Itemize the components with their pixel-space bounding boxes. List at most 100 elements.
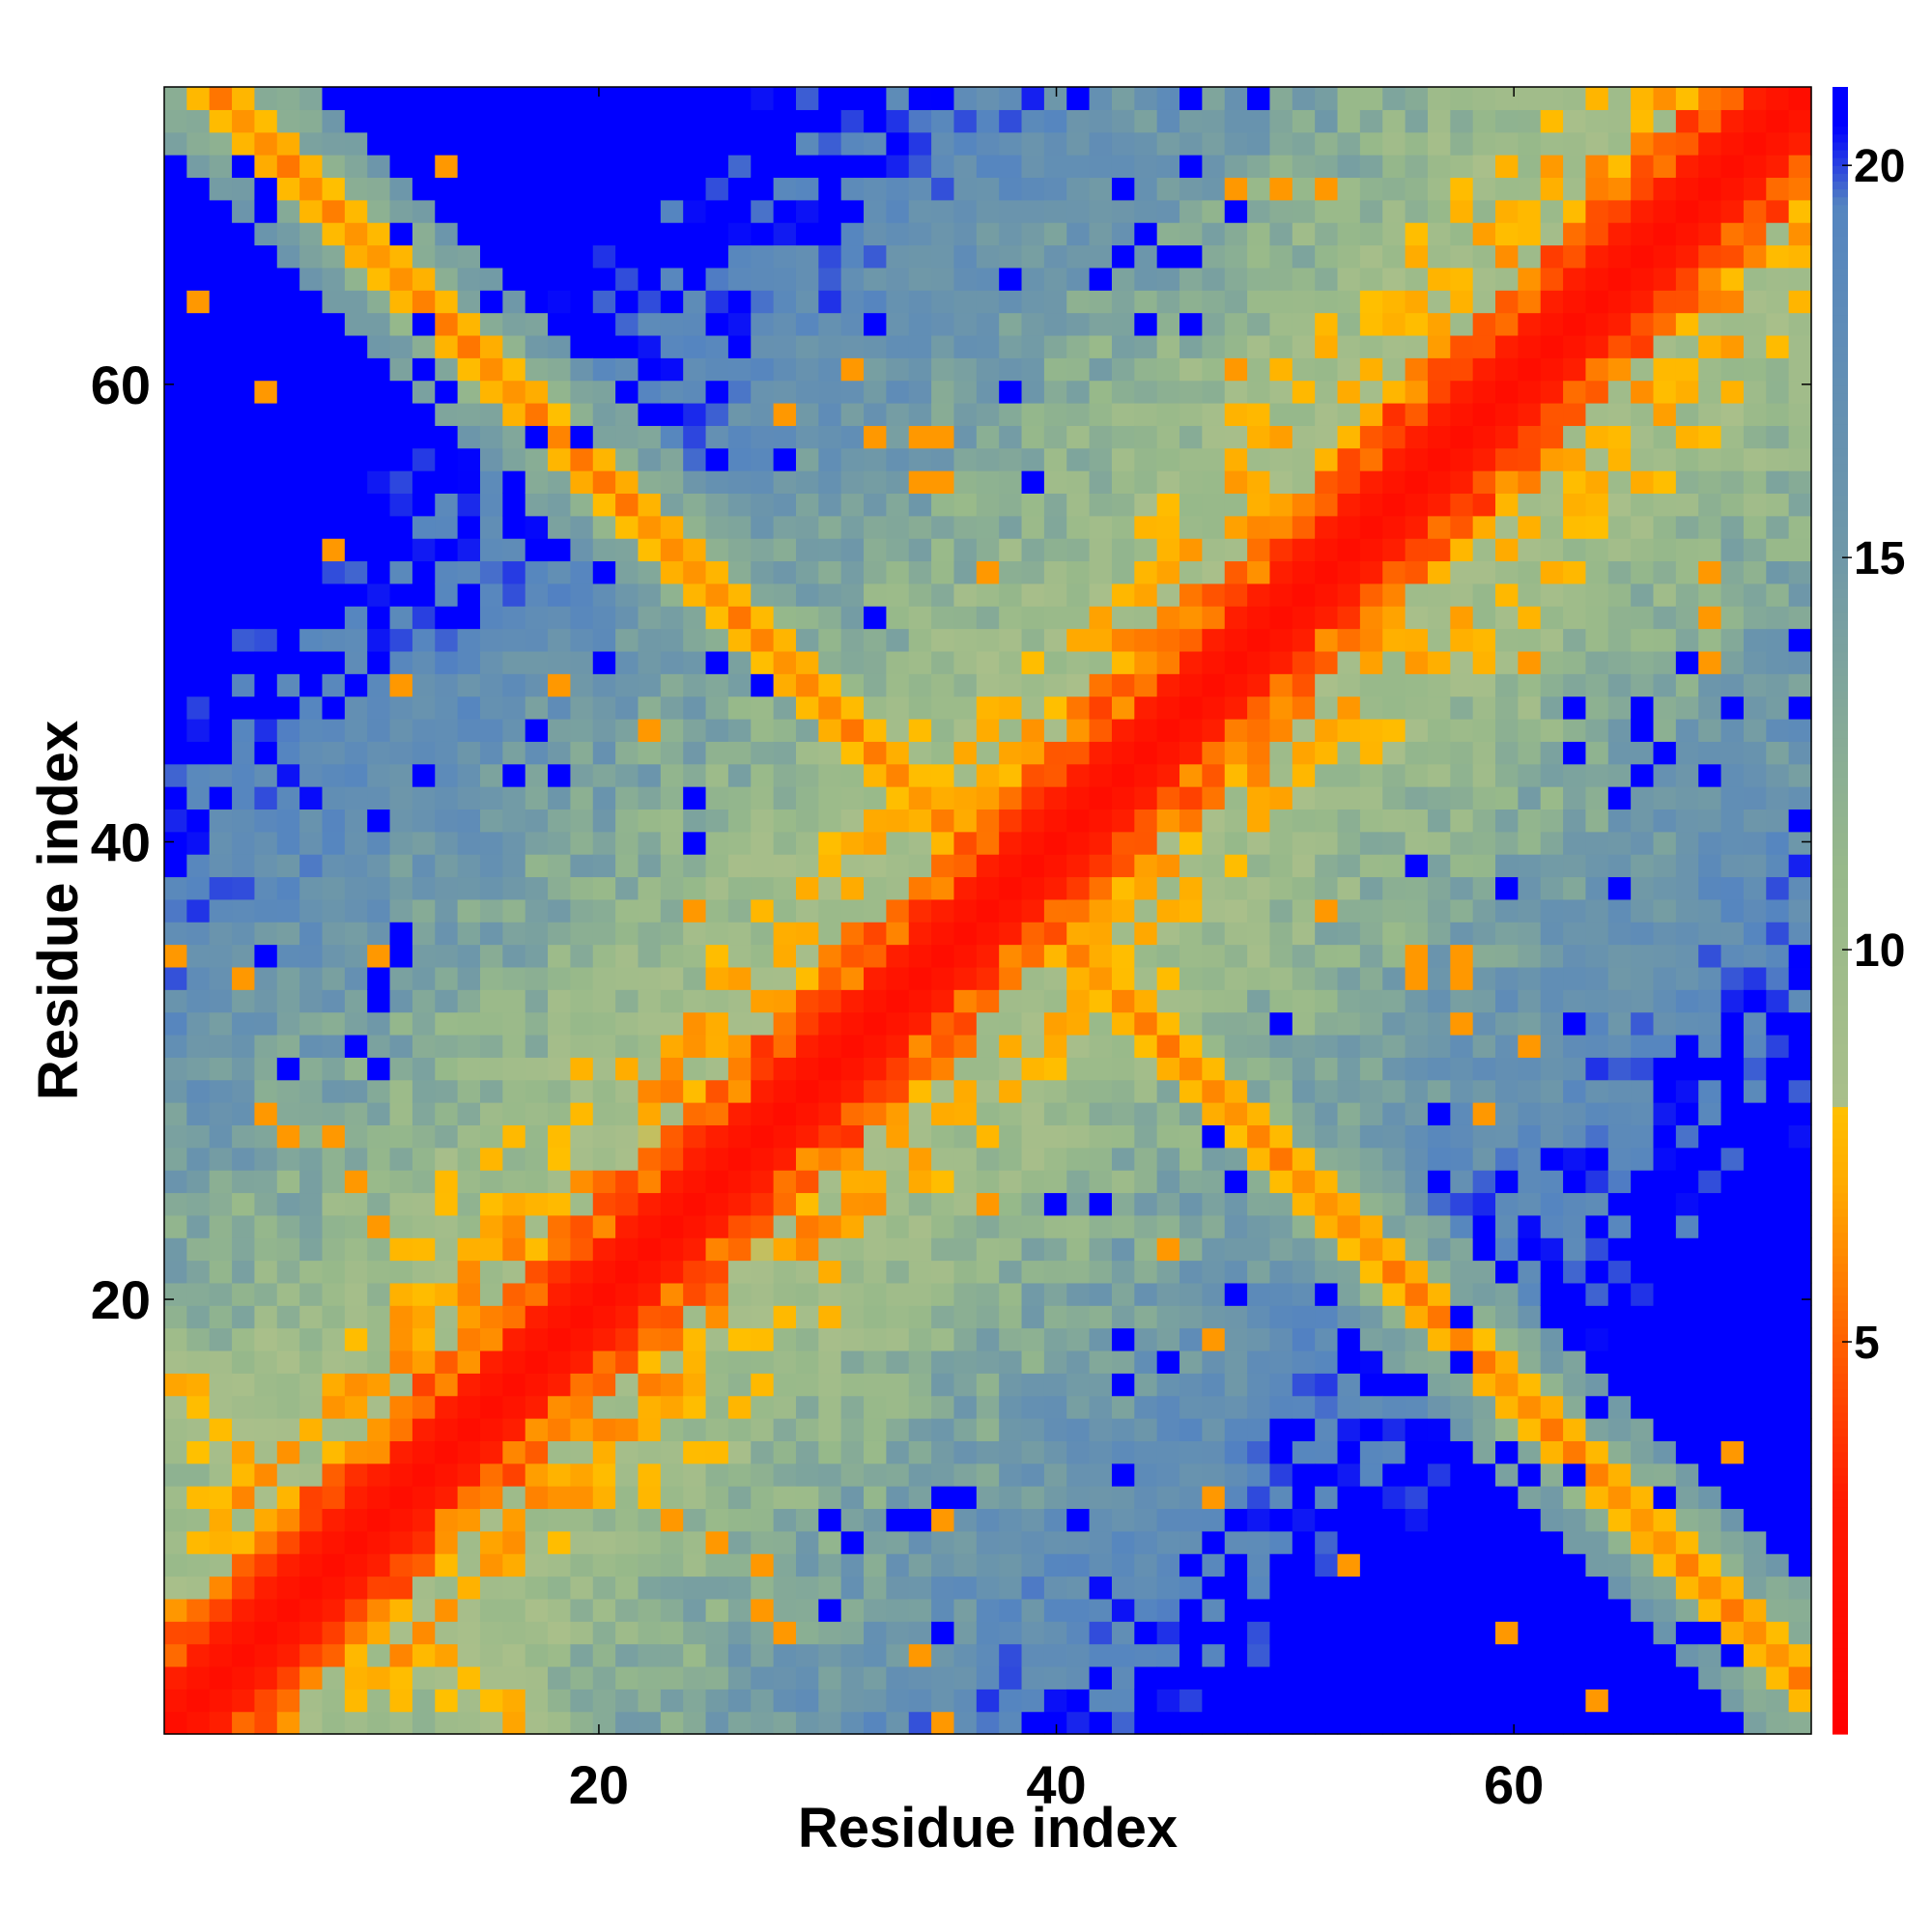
heatmap-cell xyxy=(1563,741,1587,765)
heatmap-cell xyxy=(683,1440,707,1464)
heatmap-cell xyxy=(999,267,1023,291)
heatmap-cell xyxy=(773,1530,797,1554)
heatmap-cell xyxy=(457,650,481,674)
heatmap-cell xyxy=(1472,876,1496,900)
heatmap-cell xyxy=(1631,854,1655,878)
heatmap-cell xyxy=(773,1395,797,1419)
heatmap-cell xyxy=(209,876,233,900)
heatmap-cell xyxy=(886,312,910,336)
heatmap-cell xyxy=(1292,131,1316,156)
heatmap-cell xyxy=(367,1170,391,1194)
heatmap-cell xyxy=(1156,1643,1180,1667)
heatmap-cell xyxy=(660,447,684,471)
heatmap-cell xyxy=(479,470,503,495)
heatmap-cell xyxy=(1540,1057,1564,1081)
heatmap-cell xyxy=(1631,177,1655,201)
heatmap-cell xyxy=(1359,876,1383,900)
heatmap-cell xyxy=(1043,357,1067,382)
heatmap-cell xyxy=(344,763,368,787)
heatmap-cell xyxy=(344,1665,368,1690)
heatmap-cell xyxy=(1653,1237,1677,1262)
heatmap-cell xyxy=(232,515,256,539)
heatmap-cell xyxy=(953,1576,978,1600)
heatmap-cell xyxy=(1224,1418,1248,1441)
heatmap-cell xyxy=(1675,470,1699,495)
heatmap-cell xyxy=(1111,1395,1135,1419)
heatmap-cell xyxy=(1134,1034,1158,1058)
heatmap-cell xyxy=(1089,606,1113,630)
heatmap-cell xyxy=(389,1553,413,1577)
heatmap-cell xyxy=(299,606,324,630)
heatmap-cell xyxy=(886,1463,910,1487)
heatmap-cell xyxy=(1111,1553,1135,1577)
heatmap-cell xyxy=(1472,1463,1496,1487)
heatmap-cell xyxy=(389,244,413,269)
heatmap-cell xyxy=(1247,1057,1271,1081)
heatmap-cell xyxy=(1224,1057,1248,1081)
heatmap-cell xyxy=(570,854,594,878)
heatmap-cell xyxy=(1607,1124,1632,1149)
heatmap-cell xyxy=(705,1486,729,1510)
heatmap-cell xyxy=(1224,334,1248,358)
heatmap-cell xyxy=(864,1079,887,1103)
heatmap-cell xyxy=(1607,1553,1632,1577)
heatmap-cell xyxy=(479,1418,503,1441)
heatmap-cell xyxy=(638,1665,662,1690)
heatmap-cell xyxy=(1472,1711,1496,1735)
heatmap-cell xyxy=(435,944,459,968)
heatmap-cell xyxy=(502,1463,526,1487)
heatmap-cell xyxy=(1698,1214,1722,1238)
heatmap-cell xyxy=(727,290,752,314)
heatmap-cell xyxy=(1653,854,1677,878)
heatmap-cell xyxy=(1247,1102,1271,1125)
heatmap-cell xyxy=(818,1214,842,1238)
heatmap-cell xyxy=(1563,560,1587,584)
heatmap-cell xyxy=(976,1418,1000,1441)
heatmap-cell xyxy=(1472,1124,1496,1149)
heatmap-cell xyxy=(592,222,616,246)
heatmap-cell xyxy=(818,876,842,900)
heatmap-cell xyxy=(525,1192,549,1216)
heatmap-cell xyxy=(1156,876,1180,900)
heatmap-cell xyxy=(367,763,391,787)
heatmap-cell xyxy=(1518,155,1542,179)
heatmap-cell xyxy=(683,718,707,742)
heatmap-cell xyxy=(795,1373,819,1397)
heatmap-cell xyxy=(322,741,346,765)
heatmap-cell xyxy=(209,786,233,810)
heatmap-cell xyxy=(1247,1665,1271,1690)
heatmap-cell xyxy=(1675,1034,1699,1058)
heatmap-cell xyxy=(322,199,346,223)
heatmap-cell xyxy=(1156,1711,1180,1735)
heatmap-cell xyxy=(1495,538,1519,562)
heatmap-cell xyxy=(1337,1282,1361,1306)
heatmap-cell xyxy=(502,357,526,382)
heatmap-cell xyxy=(886,628,910,652)
heatmap-cell xyxy=(908,1418,932,1441)
heatmap-cell xyxy=(1495,1621,1519,1645)
heatmap-cell xyxy=(1585,1643,1609,1667)
heatmap-cell xyxy=(727,1057,752,1081)
heatmap-cell xyxy=(344,876,368,900)
heatmap-cell xyxy=(254,87,278,110)
heatmap-cell xyxy=(1585,786,1609,810)
heatmap-cell xyxy=(818,447,842,471)
heatmap-cell xyxy=(548,944,572,968)
heatmap-cell xyxy=(1021,606,1045,630)
heatmap-cell xyxy=(322,447,346,471)
heatmap-cell xyxy=(479,1486,503,1510)
heatmap-cell xyxy=(389,267,413,291)
heatmap-cell xyxy=(1607,809,1632,833)
heatmap-cell xyxy=(683,1237,707,1262)
heatmap-cell xyxy=(683,831,707,855)
heatmap-cell xyxy=(705,606,729,630)
heatmap-cell xyxy=(795,1057,819,1081)
heatmap-cell xyxy=(773,718,797,742)
heatmap-cell xyxy=(1134,628,1158,652)
heatmap-cell xyxy=(1111,357,1135,382)
heatmap-cell xyxy=(1043,222,1067,246)
heatmap-cell xyxy=(1653,1643,1677,1667)
heatmap-cell xyxy=(344,1124,368,1149)
heatmap-cell xyxy=(683,763,707,787)
heatmap-cell xyxy=(344,786,368,810)
